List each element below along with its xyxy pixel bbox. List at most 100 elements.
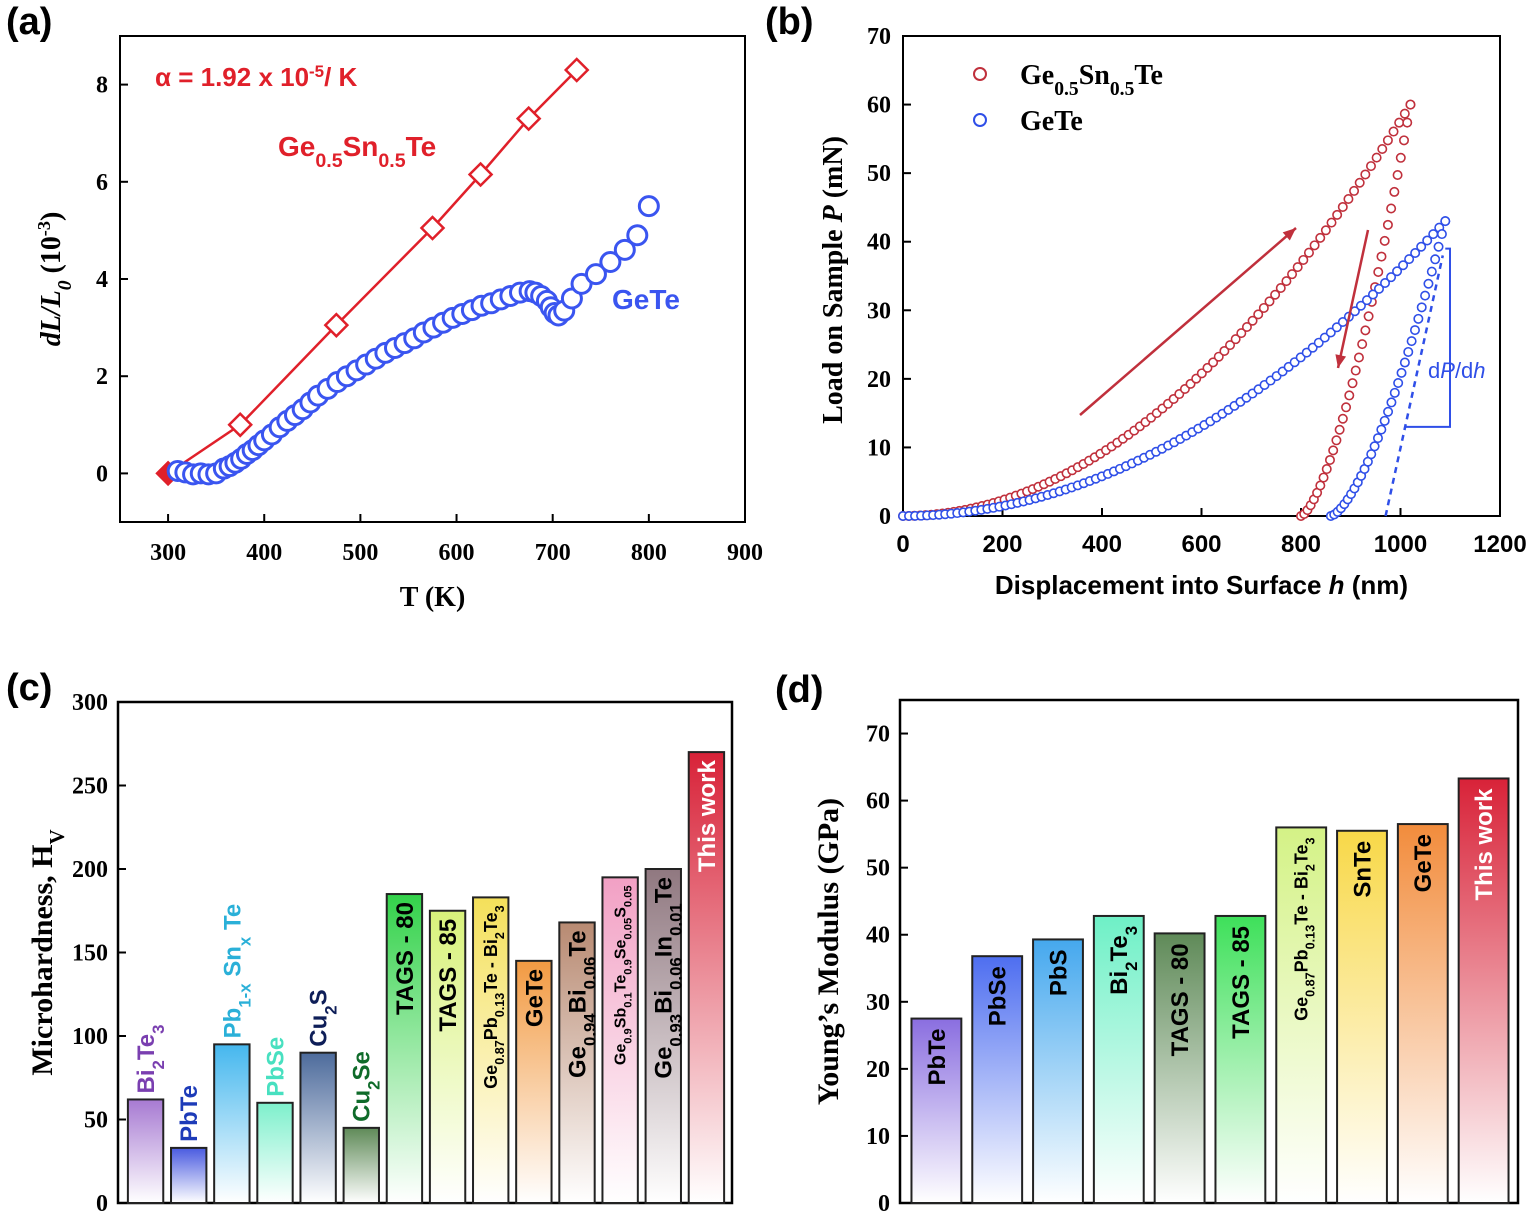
load-point: [1331, 322, 1342, 333]
text-part: 0.9: [623, 1028, 635, 1044]
y-tick-label: 20: [866, 1057, 890, 1083]
unload-point: [1379, 415, 1390, 426]
unload-point: [1409, 325, 1420, 336]
y-tick-label: 200: [72, 857, 108, 883]
panel-d: (d) 0 10 20 30 40 50 60 70 Young’s Modulus (GPa) P…: [775, 669, 1520, 1215]
load-point: [1410, 247, 1421, 258]
load-point: [1303, 247, 1314, 258]
bar: [213, 1043, 251, 1204]
load-point: [1404, 254, 1415, 265]
panel-b: (b) 0 200 400 600 800 1000 1200 0 10 20 30 40 50 60 70 D…: [765, 1, 1527, 600]
text-part: / K: [324, 62, 357, 92]
text-part: GeTe: [1020, 106, 1083, 137]
text-part: Te - Bi: [481, 939, 501, 993]
text-part: PbTe: [924, 1029, 951, 1086]
unload-point: [1341, 402, 1352, 413]
dpdh-annotation: dP/dh: [1428, 358, 1486, 383]
y-tick-label: 70: [866, 722, 890, 748]
text-part: TAGS - 85: [1228, 926, 1255, 1039]
text-part: Sn: [219, 946, 246, 983]
text-part: Te: [1292, 844, 1312, 864]
unload-point: [1389, 387, 1400, 398]
text-part: d: [1428, 358, 1440, 383]
text-part: Ge: [651, 1047, 678, 1079]
slope-bracket: [1405, 247, 1451, 428]
x-tick-label: 1000: [1374, 531, 1427, 558]
bar-label: TAGS - 85: [435, 919, 462, 1032]
bar: [472, 896, 510, 1204]
y-tick-label: 30: [867, 298, 891, 324]
bar: [256, 1101, 294, 1205]
bar-label: GeTe: [1410, 834, 1437, 892]
text-part: 2: [1122, 962, 1141, 971]
text-part: 3: [493, 905, 507, 912]
text-part: 0.9: [623, 959, 635, 975]
panel-label: (b): [765, 1, 814, 43]
load-point: [1275, 282, 1286, 293]
text-part: 0.13: [493, 993, 507, 1018]
load-point: [1343, 193, 1354, 204]
text-part: Sn: [343, 131, 379, 162]
loading-arrow-head: [1282, 228, 1296, 241]
series-Ge0.5Sn0.5Te: [897, 99, 1416, 521]
bar-label: PbSe: [985, 966, 1012, 1026]
x-tick-label: 900: [727, 540, 763, 566]
y-tick-label: 60: [867, 93, 891, 119]
text-part: This work: [694, 759, 721, 872]
text-part: Se: [349, 1051, 376, 1080]
unload-point: [1430, 254, 1441, 265]
load-point: [1325, 327, 1336, 338]
x-tick-label: 1200: [1473, 531, 1526, 558]
bar-label: Ge0.9Sb0.1Te0.9Se0.05S0.05: [613, 885, 635, 1065]
text-part: 3: [1304, 837, 1318, 844]
load-point: [1360, 169, 1371, 180]
unload-point: [1379, 235, 1390, 246]
y-tick-label: 0: [96, 461, 108, 487]
y-tick-label: 50: [867, 161, 891, 187]
text-part: Te: [219, 904, 246, 937]
unload-point: [1440, 216, 1451, 227]
text-part: (10: [36, 236, 67, 280]
text-part: 0.5: [315, 150, 342, 172]
text-part: TAGS - 80: [392, 902, 419, 1015]
panel-label: (d): [775, 669, 824, 711]
bar: [1336, 829, 1388, 1205]
x-tick-label: 800: [1281, 531, 1321, 558]
unload-point: [1386, 397, 1397, 408]
data-point-circle: [637, 195, 660, 218]
text-part: Load on Sample: [818, 222, 849, 424]
unload-point: [1406, 336, 1417, 347]
load-point: [1367, 289, 1378, 300]
y-tick-label: 10: [866, 1124, 890, 1150]
load-point: [1241, 321, 1252, 332]
bar: [1396, 823, 1449, 1204]
unload-point: [1426, 266, 1437, 277]
bar: [644, 868, 682, 1204]
legend-marker: [973, 113, 987, 127]
load-point: [1371, 152, 1382, 163]
y-tick-label: 8: [96, 73, 108, 99]
text-part: 0.87: [1304, 972, 1318, 997]
load-point: [1258, 302, 1269, 313]
text-part: V: [45, 829, 69, 844]
text-part: 0.5: [1054, 79, 1079, 100]
text-part: 2: [321, 1005, 340, 1014]
bar-label: PbTe: [176, 1085, 203, 1142]
bar: [1032, 938, 1084, 1204]
text-part: Ge: [278, 131, 315, 162]
x-tick-label: 700: [535, 540, 571, 566]
text-part: PbS: [1045, 949, 1072, 996]
unload-point: [1382, 219, 1393, 230]
unload-point: [1353, 352, 1364, 363]
load-point: [1373, 283, 1384, 294]
text-part: Ge: [1292, 997, 1312, 1021]
y-axis-label: Young’s Modulus (GPa): [812, 798, 845, 1105]
text-part: 0.06: [580, 957, 599, 990]
x-tick-label: 200: [982, 531, 1022, 558]
load-point: [1399, 108, 1410, 119]
text-part: dL/L: [36, 290, 67, 346]
load-point: [1355, 300, 1366, 311]
unload-point: [1337, 413, 1348, 424]
y-tick-label: 100: [72, 1024, 108, 1050]
bar-label: PbS: [1045, 949, 1072, 996]
